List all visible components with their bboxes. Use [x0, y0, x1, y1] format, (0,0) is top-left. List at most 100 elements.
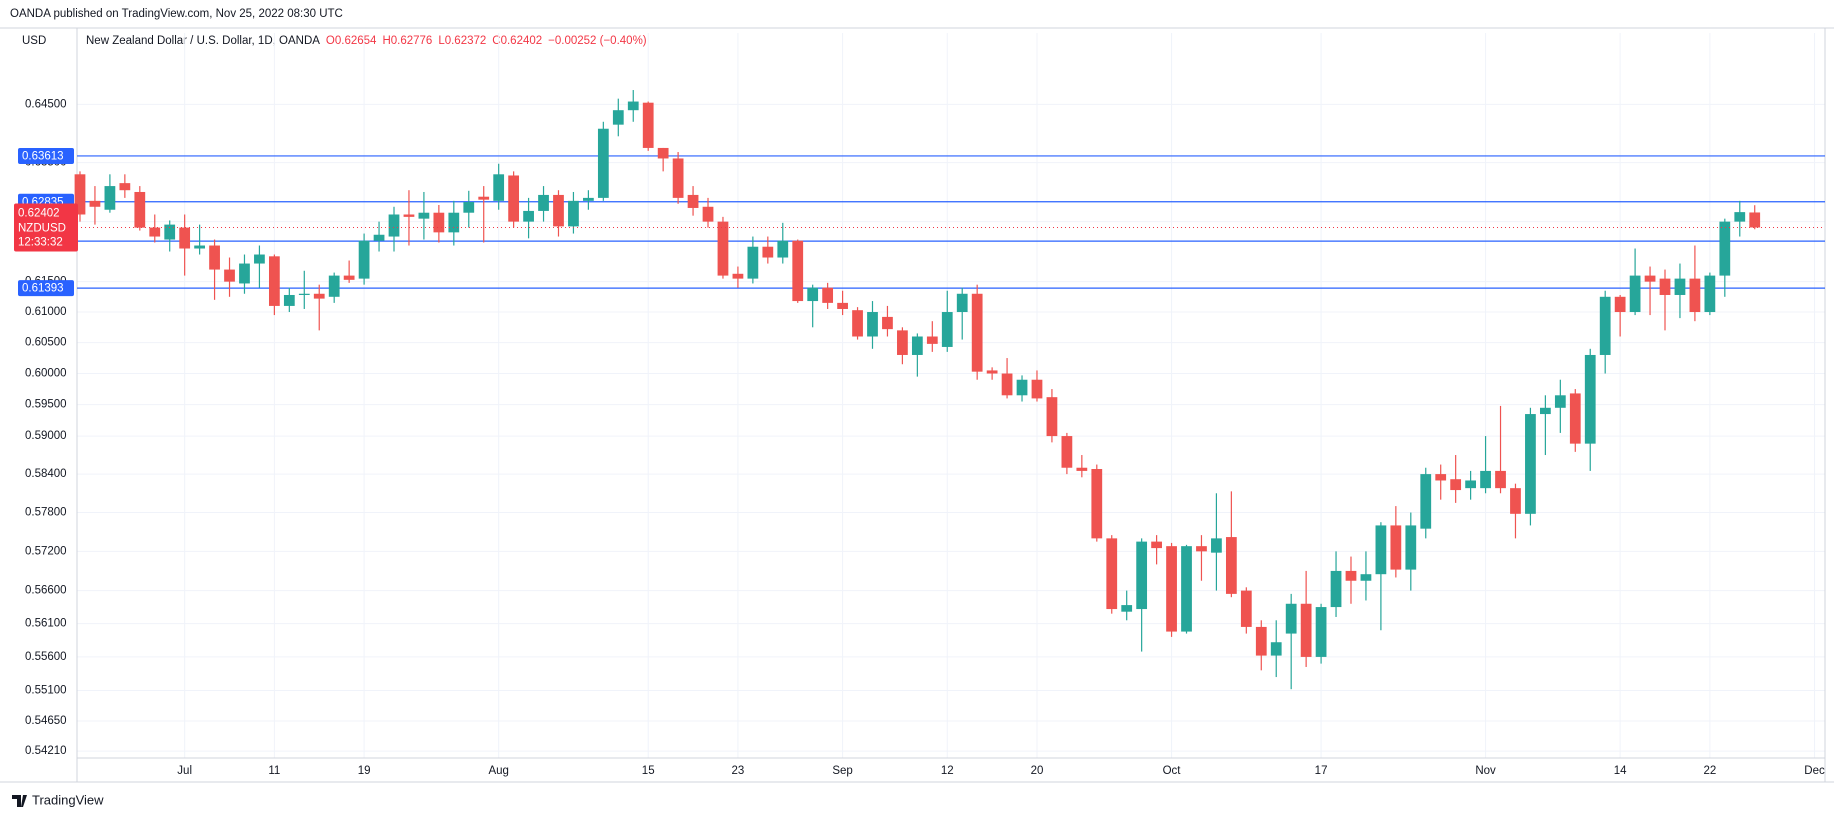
candle-body — [1719, 221, 1731, 276]
candle-body — [956, 293, 968, 313]
countdown-label: 12:33:32 — [18, 236, 63, 248]
candle-body — [897, 330, 908, 355]
candle-body — [1001, 373, 1013, 396]
ohlc-value: L0.62372 — [438, 35, 486, 47]
candle-body — [852, 310, 863, 337]
candle-body — [298, 293, 310, 295]
candle-body — [239, 263, 250, 284]
level-label-box — [18, 280, 74, 297]
candle-body — [254, 254, 265, 264]
x-tick-label: 20 — [1031, 765, 1044, 777]
candle-body — [1704, 275, 1716, 313]
candle-body — [268, 256, 280, 306]
y-tick-label: 0.56600 — [25, 585, 67, 597]
brand-name: TradingView — [32, 792, 104, 807]
candle-body — [119, 183, 131, 191]
x-tick-label: Oct — [1163, 765, 1182, 777]
candle-body — [403, 214, 415, 217]
change-value: −0.00252 (−0.40%) — [548, 35, 647, 47]
candle-body — [224, 269, 235, 282]
candle-body — [1076, 467, 1088, 471]
candle-body — [358, 240, 370, 279]
candle-body — [164, 224, 176, 240]
candle-body — [642, 102, 654, 148]
candle-body — [1734, 212, 1746, 222]
candle-body — [1629, 275, 1641, 313]
candle-body — [568, 200, 579, 227]
candle-body — [1181, 546, 1192, 632]
candle-body — [971, 293, 983, 372]
candle-body — [508, 175, 520, 222]
candle-body — [986, 370, 998, 374]
candle-body — [1091, 469, 1103, 539]
symbol-label: NZDUSD — [18, 222, 66, 234]
candle-body — [1569, 393, 1581, 444]
candle-body — [1495, 470, 1506, 489]
candle-body — [1061, 436, 1073, 468]
candle-body — [313, 293, 325, 299]
candle-body — [553, 194, 564, 227]
candle-body — [1106, 538, 1118, 610]
y-tick-label: 0.60500 — [25, 337, 67, 349]
candle-body — [1644, 275, 1656, 282]
candle-body — [1749, 212, 1761, 228]
y-tick-label: 0.55100 — [25, 685, 67, 697]
candle-body — [1450, 479, 1462, 491]
candle-body — [463, 202, 475, 213]
candle-body — [209, 245, 220, 270]
y-tick-label: 0.60000 — [25, 368, 67, 380]
candle-body — [448, 212, 460, 233]
currency-label: USD — [22, 35, 46, 47]
candle-body — [1614, 296, 1626, 313]
y-tick-label: 0.56100 — [25, 618, 67, 630]
x-tick-label: Jul — [177, 765, 192, 777]
candle-body — [1300, 603, 1312, 657]
instrument: New Zealand Dollar / U.S. Dollar, 1D, OA… — [86, 35, 320, 47]
candle-body — [89, 200, 101, 207]
candle-body — [388, 214, 400, 237]
y-tick-label: 0.55600 — [25, 651, 67, 663]
x-tick-label: 17 — [1315, 765, 1328, 777]
candle-body — [926, 336, 938, 344]
candle-body — [523, 210, 534, 222]
candle-body — [612, 110, 624, 125]
candle-body — [1315, 607, 1327, 657]
level-label: 0.61393 — [22, 283, 64, 295]
candle-body — [1480, 470, 1491, 489]
x-tick-label: Nov — [1475, 765, 1496, 777]
y-tick-label: 0.54210 — [25, 745, 67, 757]
x-tick-label: 15 — [642, 765, 655, 777]
candle-body — [1196, 546, 1207, 552]
y-tick-label: 0.64500 — [25, 98, 67, 110]
candle-body — [418, 212, 430, 219]
y-tick-label: 0.59500 — [25, 399, 67, 411]
candle-body — [867, 312, 878, 337]
candle-body — [373, 234, 385, 241]
candle-body — [1121, 605, 1133, 612]
ohlc-value: C0.62402 — [492, 35, 542, 47]
candle-body — [1046, 397, 1058, 437]
candle-body — [807, 287, 819, 302]
candle-body — [1435, 474, 1447, 481]
candle-body — [1405, 525, 1417, 570]
candle-body — [1240, 590, 1252, 627]
candle-body — [1225, 537, 1237, 594]
candle-body — [911, 336, 923, 355]
candle-body — [1375, 525, 1387, 575]
candle-body — [328, 275, 340, 297]
candle-body — [747, 246, 759, 279]
candle-body — [792, 240, 804, 302]
candle-body — [1031, 379, 1043, 399]
candle-body — [1539, 407, 1551, 415]
x-tick-label: Aug — [488, 765, 508, 777]
candle-body — [1554, 395, 1566, 408]
candle-body — [1330, 570, 1342, 608]
candle-body — [627, 101, 639, 111]
y-tick-label: 0.58400 — [25, 468, 67, 480]
candle-body — [1255, 626, 1267, 656]
candle-body — [702, 206, 714, 222]
x-tick-label: 12 — [941, 765, 954, 777]
candle-body — [1599, 296, 1611, 355]
